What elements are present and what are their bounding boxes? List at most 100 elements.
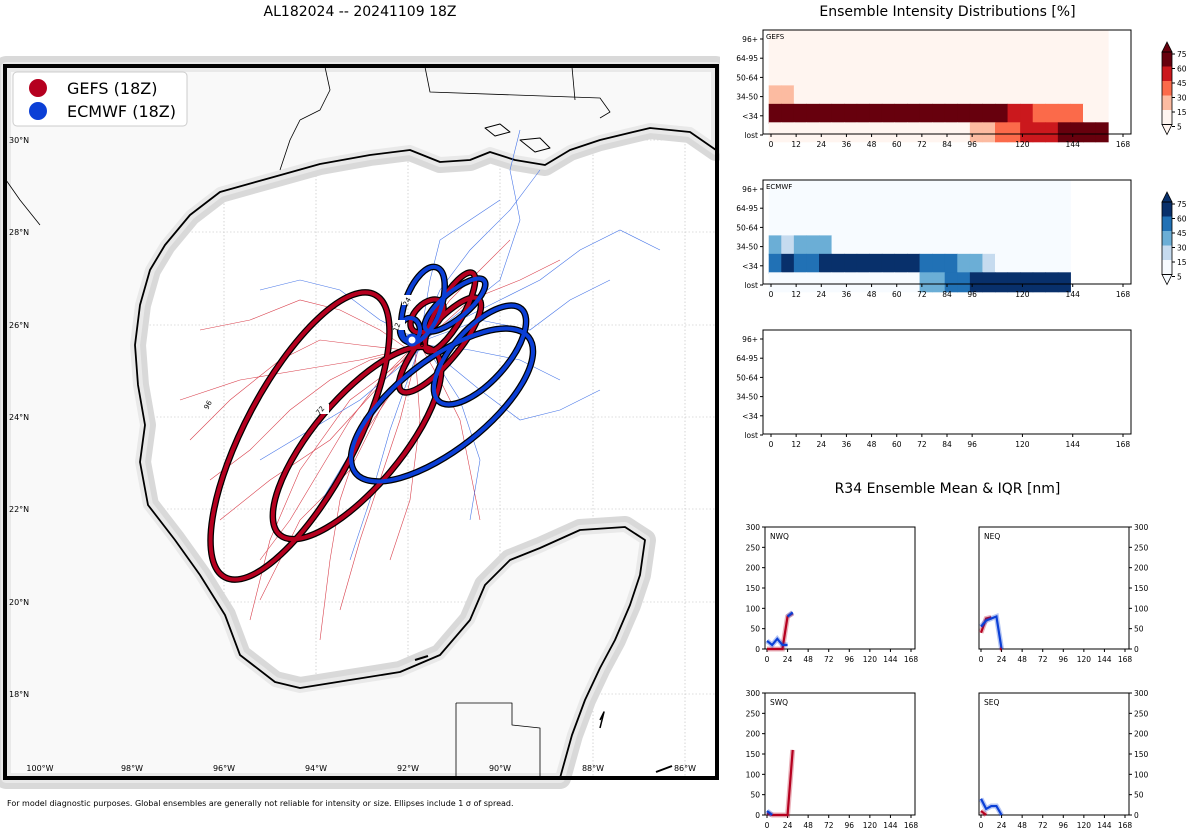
x-tick-label: 0	[769, 290, 774, 299]
y-tick-label: 100	[746, 770, 761, 779]
heatmap-cell	[1057, 180, 1071, 200]
empty-intensity-panel: 96+ 64-95 50-64 34-50 <34 lost 0 12 24 36 48 60 72 84…	[736, 329, 1132, 449]
heatmap-cell	[907, 103, 921, 124]
heatmap-cell	[957, 180, 971, 200]
y-tick-label: 250	[746, 709, 761, 718]
heatmap-cell	[781, 235, 795, 256]
x-tick-label: 48	[867, 440, 877, 449]
ecmwf-ellipse-72h	[431, 303, 529, 407]
heatmap-cell	[831, 253, 845, 274]
heatmap-cell	[768, 85, 782, 106]
heatmap-cell	[1032, 253, 1046, 274]
colorbar-top-arrow	[1161, 41, 1173, 53]
colorbar-segment	[1162, 110, 1172, 125]
heatmap-cell	[1045, 198, 1059, 219]
heatmap-cell	[1007, 66, 1021, 87]
heatmap-cell	[768, 235, 782, 256]
heatmap-cell	[919, 103, 933, 124]
r34-frame	[978, 692, 1130, 816]
panel-label: GEFS	[766, 33, 785, 41]
heatmap-cell	[1007, 30, 1021, 50]
heatmap-cell	[907, 235, 921, 256]
gefs-legend-label: GEFS (18Z)	[67, 79, 157, 98]
y-tick-label: 250	[746, 543, 761, 552]
heatmap-cell	[806, 30, 820, 50]
x-tick-label: 48	[867, 290, 877, 299]
heatmap-cell	[781, 122, 795, 143]
heatmap-cell	[957, 198, 971, 219]
heatmap-cell	[881, 235, 895, 256]
heatmap-cell	[894, 180, 908, 200]
heatmap-cell	[995, 180, 1009, 200]
heatmap-cell	[856, 48, 870, 69]
heatmap-cell	[932, 180, 946, 200]
heatmap-cell	[969, 235, 983, 256]
heatmap-cell	[1032, 48, 1046, 69]
colorbar-bottom-arrow	[1161, 124, 1173, 136]
heatmap-cell	[1007, 253, 1021, 274]
heatmap-cell	[1083, 85, 1097, 106]
r34-swq-panel: 300 250 200 150 100 50 00 24 48 72 96 120 144 168 SWQ	[746, 689, 919, 830]
heatmap-cell	[768, 48, 782, 69]
heatmap-cell	[944, 272, 958, 293]
lon-label: 98°W	[121, 764, 143, 773]
x-tick-label: 48	[867, 140, 877, 149]
heatmap-cell	[806, 272, 820, 293]
heatmap-cell	[1020, 198, 1034, 219]
x-tick-label: 120	[1077, 821, 1092, 830]
heatmap-cell	[844, 48, 858, 69]
x-tick-label: 48	[1017, 821, 1027, 830]
lon-label: 100°W	[26, 764, 53, 773]
heatmap-cell	[919, 198, 933, 219]
x-tick-label: 96	[967, 140, 977, 149]
x-tick-label: 0	[769, 440, 774, 449]
heatmap-cell	[969, 122, 983, 143]
heatmap-cell	[793, 180, 807, 200]
heatmap-cell	[982, 272, 996, 293]
heatmap-cell	[894, 85, 908, 106]
heatmap-cell	[831, 48, 845, 69]
heatmap-cell	[995, 235, 1009, 256]
heatmap-cell	[995, 85, 1009, 106]
y-tick-label: <34	[742, 412, 758, 421]
heatmap-cell	[1095, 122, 1109, 143]
heatmap-cell	[856, 235, 870, 256]
y-tick-label: 300	[1134, 523, 1149, 532]
heatmap-cell	[819, 272, 833, 293]
y-tick-label: 0	[1134, 811, 1139, 820]
heatmap-cell	[831, 180, 845, 200]
heatmap-cell	[781, 48, 795, 69]
x-tick-label: 24	[997, 821, 1007, 830]
y-tick-label: 150	[1134, 750, 1149, 759]
r34-mean-line	[766, 810, 773, 816]
heatmap-cell	[819, 198, 833, 219]
heatmap-cell	[907, 253, 921, 274]
y-tick-label: 300	[746, 689, 761, 698]
colorbar-top-arrow	[1161, 191, 1173, 203]
x-tick-label: 12	[791, 290, 801, 299]
heatmap-cell	[1045, 30, 1059, 50]
heatmap-cell	[881, 122, 895, 143]
heatmap-cell	[806, 253, 820, 274]
ellipse-label-24: 24	[402, 296, 414, 308]
y-tick-label: 200	[746, 564, 761, 573]
heatmap-frame	[762, 329, 1132, 435]
x-tick-label: 168	[1116, 140, 1131, 149]
heatmap-cell	[856, 253, 870, 274]
heatmap-cell	[831, 66, 845, 87]
heatmap-cell	[995, 30, 1009, 50]
heatmap-cell	[1007, 103, 1021, 124]
heatmap-cell	[1045, 180, 1059, 200]
heatmap-cell	[894, 103, 908, 124]
heatmap-cell	[982, 180, 996, 200]
ecmwf-ellipse-48h	[422, 276, 488, 334]
r34-mean-line	[979, 616, 992, 634]
colorbar-segment	[1162, 52, 1172, 67]
heatmap-cell	[957, 235, 971, 256]
x-tick-label: 144	[1066, 290, 1081, 299]
x-tick-label: 24	[783, 821, 793, 830]
lat-label: 22°N	[9, 505, 29, 514]
y-tick-label: 300	[746, 523, 761, 532]
x-tick-label: 24	[817, 290, 827, 299]
y-tick-label: 50-64	[736, 373, 758, 382]
